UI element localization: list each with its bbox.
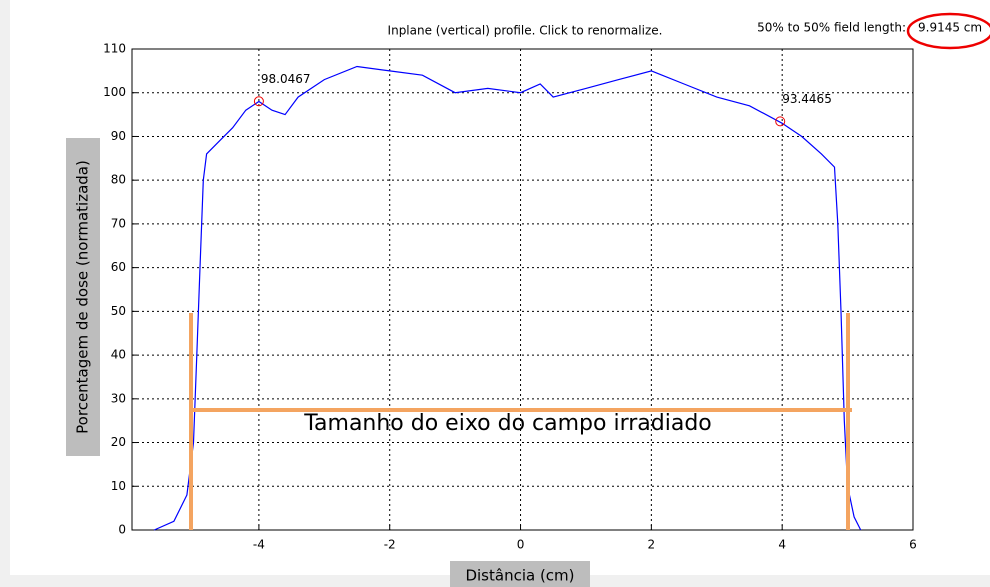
- ylabel-box: [66, 138, 100, 456]
- annotation-label: 93.4465: [782, 92, 832, 106]
- y-tick-label: 110: [103, 42, 126, 56]
- annotation-marker: [775, 116, 786, 127]
- plot-area: [132, 49, 913, 530]
- y-tick-label: 30: [111, 391, 126, 405]
- y-tick-label: 40: [111, 348, 126, 362]
- annotation-label: 98.0467: [261, 72, 311, 86]
- y-tick-label: 60: [111, 260, 126, 274]
- chart-title: Inplane (vertical) profile. Click to ren…: [388, 24, 663, 38]
- x-tick-label: 0: [517, 538, 525, 552]
- field-length-label: 50% to 50% field length:: [757, 21, 906, 35]
- x-axis-label: Distância (cm): [465, 567, 574, 585]
- x-tick-label: 2: [648, 538, 656, 552]
- xlabel-box: [450, 561, 590, 587]
- y-tick-label: 0: [118, 523, 126, 537]
- y-tick-label: 100: [103, 85, 126, 99]
- y-tick-label: 70: [111, 216, 126, 230]
- x-tick-label: -2: [384, 538, 396, 552]
- y-tick-label: 50: [111, 304, 126, 318]
- y-axis-label: Porcentagem de dose (normatizada): [74, 160, 92, 434]
- highlight-ellipse: [906, 12, 990, 50]
- y-tick-label: 80: [111, 173, 126, 187]
- profile-line: [153, 65, 862, 531]
- annotation-marker: [253, 96, 264, 107]
- x-tick-label: 4: [778, 538, 786, 552]
- y-tick-label: 90: [111, 129, 126, 143]
- plot-frame: [131, 48, 914, 531]
- field-annotation: Tamanho do eixo do campo irradiado: [303, 411, 712, 436]
- field-length-value: 9.9145 cm: [918, 21, 982, 35]
- x-tick-label: 6: [909, 538, 917, 552]
- y-tick-label: 10: [111, 479, 126, 493]
- x-tick-label: -4: [253, 538, 265, 552]
- y-tick-label: 20: [111, 435, 126, 449]
